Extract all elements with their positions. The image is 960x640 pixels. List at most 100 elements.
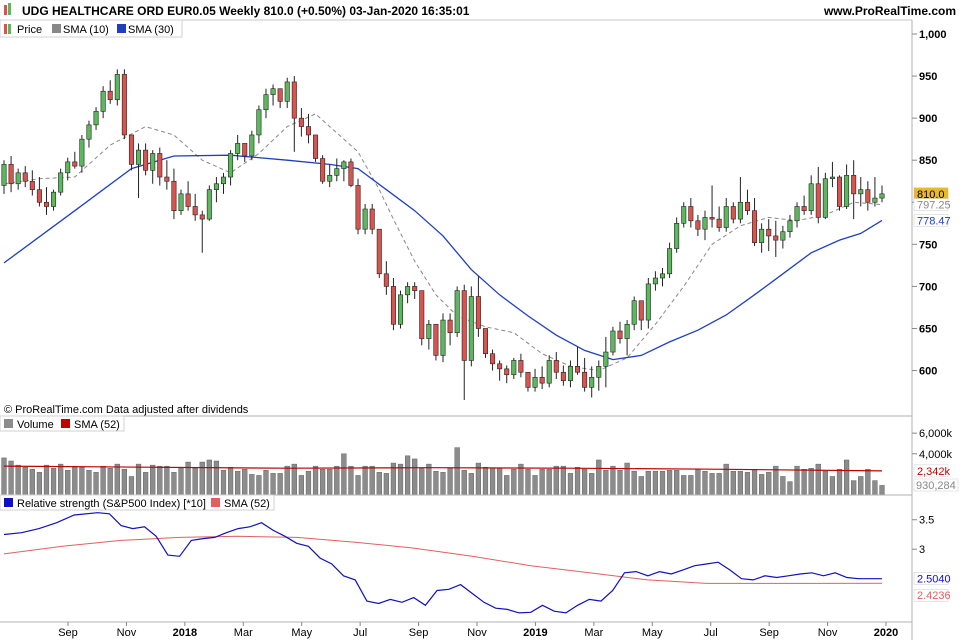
candle: [759, 223, 765, 253]
volume-bar: [688, 475, 694, 496]
candle: [794, 202, 800, 228]
candle: [610, 326, 616, 356]
candle-body: [235, 143, 241, 154]
time-tick-label: Sep: [58, 627, 78, 639]
volume-bar: [334, 465, 340, 496]
candle: [773, 220, 779, 257]
time-tick-label: Nov: [467, 627, 487, 639]
volume-bar: [518, 463, 524, 496]
candle-body: [107, 90, 113, 100]
candle-body: [242, 143, 248, 157]
copyright-note: © ProRealTime.com Data adjusted after di…: [4, 404, 249, 416]
volume-bar: [624, 462, 630, 496]
candle-body: [157, 153, 163, 178]
candle: [497, 360, 503, 381]
candle: [1, 160, 7, 194]
candle: [29, 170, 35, 196]
candle-body: [334, 168, 340, 176]
candle: [157, 147, 163, 186]
price-tick-label: 1,000: [919, 29, 947, 41]
legend-sma10-label: SMA (10): [63, 24, 109, 36]
candle: [51, 189, 57, 211]
candle-body: [390, 286, 396, 325]
candle: [603, 336, 609, 388]
candle-body: [36, 189, 42, 203]
candle: [8, 156, 14, 193]
candle: [43, 187, 49, 215]
candle-body: [164, 176, 170, 182]
candle-body: [837, 176, 843, 207]
candle-body: [511, 360, 517, 376]
price-axis: 1,000950900850800750700650600810.0797.25…: [912, 29, 951, 378]
volume-bar: [100, 465, 106, 496]
candle: [128, 134, 134, 171]
candle-body: [447, 319, 453, 333]
volume-bar: [79, 466, 85, 496]
price-last-badge: 810.0: [913, 187, 949, 201]
candle: [320, 155, 326, 184]
candle: [737, 177, 743, 224]
candle: [58, 168, 64, 196]
candle-body: [341, 161, 347, 169]
site-link[interactable]: www.ProRealTime.com: [823, 4, 956, 18]
volume-bar: [482, 466, 489, 496]
candle: [829, 161, 835, 188]
volume-bar: [192, 468, 198, 496]
candle: [822, 172, 828, 220]
candle-body: [58, 172, 64, 193]
candle: [334, 158, 340, 182]
volume-bar: [383, 473, 389, 496]
candle-body: [79, 138, 85, 167]
sma10-value-badge-bg: [913, 198, 949, 211]
candle: [221, 172, 227, 194]
time-tick-label: Sep: [409, 627, 429, 639]
candle-body: [249, 134, 255, 157]
candle: [36, 177, 42, 207]
candle: [504, 365, 510, 384]
candle: [468, 286, 474, 367]
candle: [433, 323, 439, 361]
time-tick-label: May: [642, 627, 663, 639]
candle-body: [659, 273, 665, 279]
candle: [136, 143, 142, 199]
volume-bar: [603, 470, 609, 496]
candle: [199, 210, 205, 253]
volume-bar: [312, 465, 319, 496]
volume-sma-line: [3, 465, 883, 472]
candle-body: [327, 175, 333, 182]
candle: [143, 143, 149, 176]
candle: [702, 210, 708, 241]
volume-bar: [773, 465, 779, 496]
volume-bar: [759, 474, 765, 496]
volume-bar: [213, 460, 220, 496]
candle-body: [603, 351, 609, 367]
candle-body: [150, 153, 156, 171]
rs-tick-label: 3.5: [919, 515, 934, 527]
candle-body: [298, 117, 304, 127]
candle-body: [766, 228, 772, 237]
volume-bar: [511, 469, 517, 496]
candle-body: [213, 183, 219, 190]
volume-bar: [426, 463, 432, 496]
candle-body: [539, 376, 545, 384]
volume-bar: [808, 468, 814, 496]
candle-body: [553, 360, 559, 373]
candle-body: [199, 214, 205, 220]
candle-body: [228, 153, 234, 178]
candle-body: [284, 81, 290, 102]
candle-body: [440, 319, 446, 356]
volume-bar: [107, 468, 113, 496]
candle-body: [8, 164, 14, 185]
volume-bar: [36, 472, 43, 496]
candle-body: [362, 208, 368, 230]
candle: [539, 366, 545, 390]
candle-body: [376, 228, 382, 275]
candle: [674, 217, 680, 253]
candle-body: [171, 180, 177, 211]
volume-bar: [553, 465, 559, 496]
time-tick-label: 2020: [874, 627, 898, 639]
candle: [22, 166, 28, 188]
candle: [398, 290, 404, 329]
volume-bar: [43, 464, 50, 496]
volume-bar: [135, 463, 142, 496]
